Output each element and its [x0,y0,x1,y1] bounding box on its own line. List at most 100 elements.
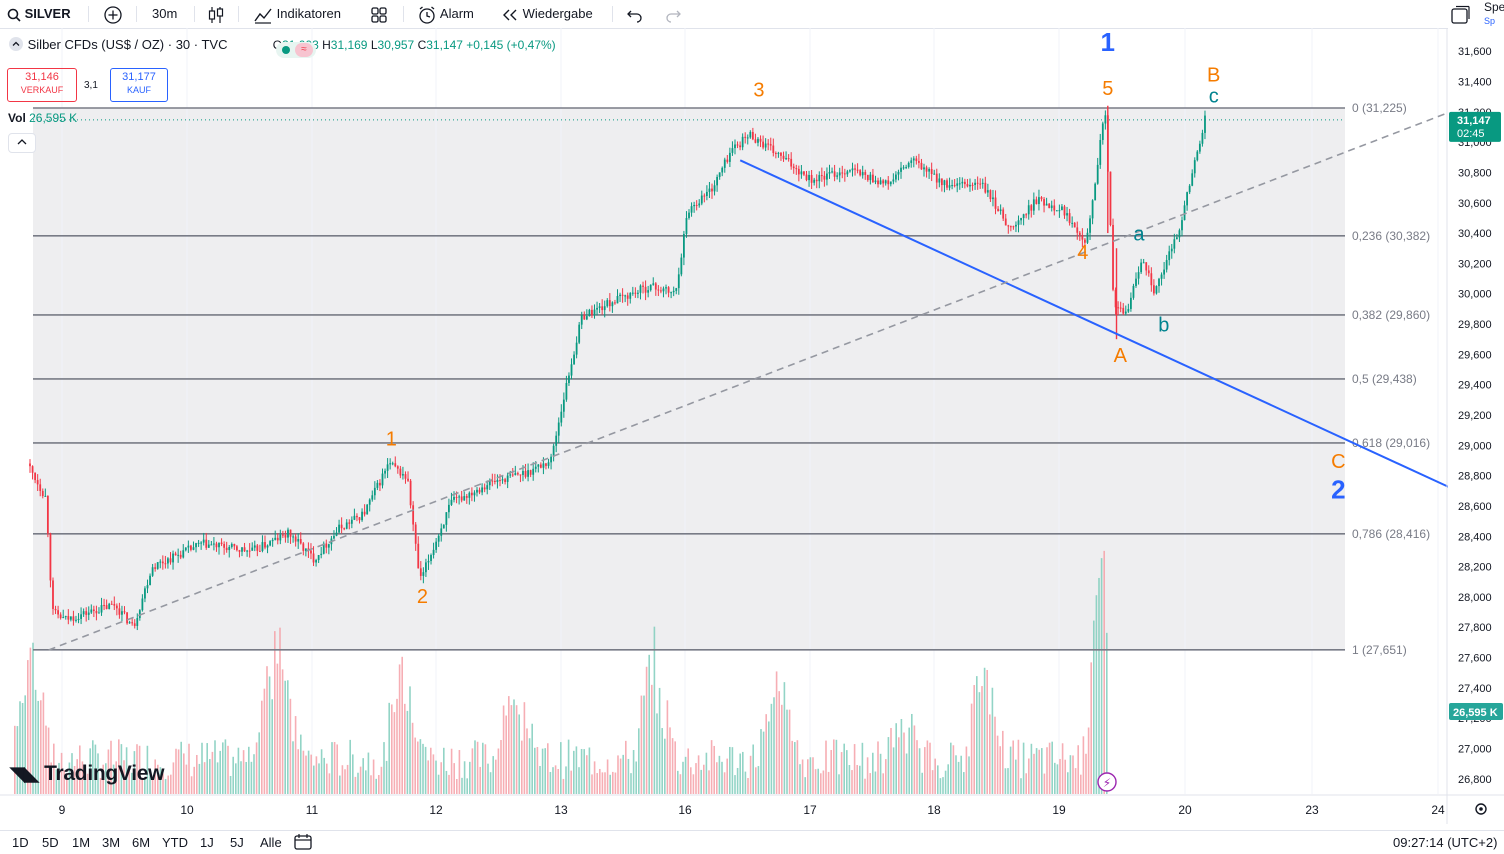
symbol-search[interactable]: SILVER [7,0,71,28]
candle-body [877,180,879,185]
volume-bar [606,759,609,794]
volume-bar [276,663,279,794]
volume-bar [536,747,539,794]
sell-button[interactable]: 31,146 VERKAUF [7,68,77,102]
candle-body [1086,232,1089,243]
chart-type-button[interactable] [207,0,225,28]
range-button-1j[interactable]: 1J [200,835,214,850]
range-button-6m[interactable]: 6M [132,835,151,850]
candle-body [292,536,294,538]
candle-body [1050,205,1053,209]
range-button-5d[interactable]: 5D [42,835,59,850]
candle-body [854,168,856,170]
volume-bar [1048,742,1051,794]
candle-body [1020,218,1022,221]
volume-bar [609,774,611,794]
y-tick-label: 29,400 [1458,380,1492,392]
volume-bar [349,739,351,794]
alarm-button[interactable]: Alarm [417,0,474,28]
candle-body [376,482,379,488]
tradingview-logo[interactable]: ◥◣ TradingView [10,762,164,786]
clock-timezone[interactable]: 09:27:14 (UTC+2) [1393,835,1498,850]
range-button-1d[interactable]: 1D [12,835,29,850]
bottom-toolbar: 1D 5D 1M 3M 6M YTD 1J 5J Alle 09:27:14 (UTC+2) [0,830,1504,854]
candle-body [999,209,1002,212]
fullscreen-button[interactable] [1450,0,1470,28]
volume-bar [638,728,640,794]
compare-button[interactable] [103,0,123,28]
right-panel-label[interactable]: Spe Sp [1484,1,1504,28]
buy-button[interactable]: 31,177 KAUF [110,68,168,102]
right-panel-sub: Sp [1484,16,1496,26]
candle-body [258,550,261,552]
y-tick-label: 29,600 [1458,349,1492,361]
interval-button[interactable]: 30m [152,6,178,21]
candle-body [514,473,517,475]
volume-bar [73,766,76,794]
candle-body [223,544,226,548]
market-status-pill[interactable]: ≈ [276,42,316,58]
candle-body [220,542,223,545]
redo-button[interactable] [664,0,682,28]
volume-bar [443,747,445,794]
volume-bar [508,696,510,794]
range-button-alle[interactable]: Alle [260,835,282,850]
volume-bar [500,739,502,794]
chevron-up-circle-icon[interactable] [8,36,24,52]
indicators-icon [254,8,272,24]
candle-body [568,375,570,384]
candle-body [1091,200,1094,219]
collapse-legend-button[interactable] [8,133,36,153]
wave-label: 1 [386,428,397,450]
candle-body [872,174,874,183]
range-button-1m[interactable]: 1M [72,835,91,850]
volume-bar [146,745,149,794]
volume-bar [890,727,892,794]
range-button-5j[interactable]: 5J [230,835,244,850]
buy-price: 31,177 [122,71,156,83]
candle-body [1160,274,1163,279]
wave-label: A [1114,345,1128,367]
volume-bar [1093,620,1095,794]
volume-bar [240,761,242,794]
candle-body [976,182,979,184]
indicators-button[interactable]: Indikatoren [253,0,341,28]
candle-body [41,490,44,497]
volume-bar [679,774,682,794]
candle-body [1204,115,1206,133]
candle-body [67,616,70,620]
replay-button[interactable]: Wiedergabe [501,0,593,28]
y-tick-label: 30,800 [1458,167,1492,179]
candle-body [974,182,976,185]
volume-bar [989,714,991,794]
volume-bar [502,705,505,794]
volume-bar [1033,753,1035,794]
volume-bar [918,748,921,794]
candle-body [1122,307,1125,314]
candle-body [634,292,637,294]
candle-body [795,168,798,170]
range-button-3m[interactable]: 3M [102,835,121,850]
candle-body [251,547,254,551]
volume-bar [1012,740,1014,794]
chart-area[interactable]: 0 (31,225) 0,236 (30,382) 0,382 (29,860) 0,… [0,28,1504,824]
candle-body [161,561,164,564]
range-button-ytd[interactable]: YTD [162,835,188,850]
volume-bar [60,752,63,794]
date-range-button[interactable] [293,833,313,854]
volume-bar [1025,773,1027,794]
candle-body [716,176,719,186]
candle-body [105,605,108,610]
candle-body [626,295,629,299]
candle-body [172,553,174,563]
candle-body [44,495,47,497]
price-chart[interactable]: 0 (31,225) 0,236 (30,382) 0,382 (29,860) 0,… [0,28,1504,824]
candle-body [317,555,320,561]
volume-bar [1090,662,1092,794]
volume-bar [861,742,864,794]
candle-body [131,622,134,624]
undo-button[interactable] [626,0,644,28]
y-tick-label: 29,200 [1458,410,1492,422]
candle-body [938,178,941,183]
templates-button[interactable] [370,0,388,28]
